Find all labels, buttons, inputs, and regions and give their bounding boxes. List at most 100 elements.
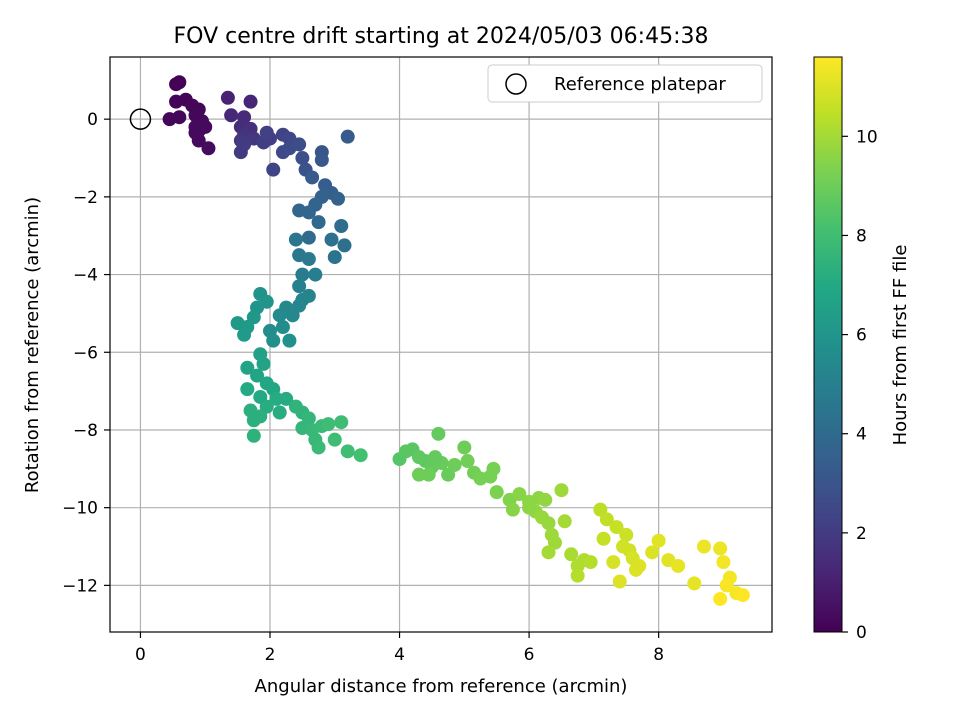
data-point bbox=[583, 555, 598, 570]
data-point bbox=[645, 545, 660, 560]
data-point bbox=[321, 417, 336, 432]
colorbar: 0 2 4 6 8 10 Hours from first FF file bbox=[813, 56, 911, 643]
x-axis-label: Angular distance from reference (arcmin) bbox=[255, 676, 628, 697]
data-point bbox=[512, 487, 527, 502]
data-point bbox=[538, 492, 553, 507]
data-point bbox=[671, 558, 686, 573]
data-point bbox=[460, 454, 475, 469]
y-tick-label: −12 bbox=[62, 576, 98, 596]
data-point bbox=[162, 112, 177, 127]
data-point bbox=[713, 541, 728, 556]
data-point bbox=[301, 411, 316, 426]
data-point bbox=[612, 574, 627, 589]
data-point bbox=[272, 308, 287, 323]
y-tick-label: 0 bbox=[87, 110, 98, 130]
chart-title: FOV centre drift starting at 2024/05/03 … bbox=[174, 24, 709, 49]
data-point bbox=[246, 413, 261, 428]
y-tick-label: −6 bbox=[73, 343, 98, 363]
data-point bbox=[266, 162, 281, 177]
data-point bbox=[557, 514, 572, 529]
data-point bbox=[233, 145, 248, 160]
data-point bbox=[719, 578, 734, 593]
data-point bbox=[314, 152, 329, 167]
data-point bbox=[292, 203, 307, 218]
data-point bbox=[285, 308, 300, 323]
data-point bbox=[240, 382, 255, 397]
data-point bbox=[541, 516, 556, 531]
x-axis-ticks: 0 2 4 6 8 bbox=[135, 632, 664, 665]
legend: Reference platepar bbox=[487, 64, 763, 103]
data-point bbox=[628, 562, 643, 577]
x-tick-label: 4 bbox=[394, 645, 405, 665]
y-axis-ticks: 0 −2 −4 −6 −8 −10 −12 bbox=[62, 110, 110, 596]
data-point bbox=[687, 576, 702, 591]
data-point bbox=[334, 219, 349, 234]
reference-marker bbox=[129, 108, 152, 130]
data-point bbox=[292, 279, 307, 294]
plot-frame bbox=[109, 56, 773, 633]
colorbar-tick-label: 2 bbox=[856, 524, 867, 544]
colorbar-tick-label: 4 bbox=[856, 425, 867, 445]
data-point bbox=[201, 141, 216, 156]
x-tick-label: 8 bbox=[653, 645, 664, 665]
y-tick-label: −10 bbox=[62, 499, 98, 519]
data-point bbox=[619, 527, 634, 542]
data-point bbox=[651, 533, 666, 548]
data-point bbox=[240, 360, 255, 375]
x-tick-label: 6 bbox=[524, 645, 535, 665]
data-point bbox=[735, 588, 750, 603]
data-point bbox=[486, 461, 501, 476]
data-point bbox=[191, 133, 206, 148]
colorbar-tick-label: 6 bbox=[856, 326, 867, 346]
data-point bbox=[256, 356, 271, 371]
data-point bbox=[301, 288, 316, 303]
data-point bbox=[220, 90, 235, 105]
data-point bbox=[570, 568, 585, 583]
data-point bbox=[198, 119, 213, 134]
data-point bbox=[266, 333, 281, 348]
colorbar-tick-label: 8 bbox=[856, 226, 867, 246]
data-point bbox=[609, 520, 624, 535]
data-point bbox=[606, 555, 621, 570]
y-tick-label: −2 bbox=[73, 188, 98, 208]
data-point bbox=[421, 467, 436, 482]
data-point bbox=[554, 483, 569, 498]
data-point bbox=[311, 440, 326, 455]
data-point bbox=[337, 238, 352, 253]
data-point bbox=[489, 485, 504, 500]
data-point bbox=[340, 444, 355, 459]
data-point bbox=[224, 108, 239, 123]
data-point bbox=[353, 448, 368, 463]
data-point bbox=[243, 94, 258, 109]
data-point bbox=[188, 119, 203, 134]
colorbar-ticks: 0 2 4 6 8 10 bbox=[842, 127, 878, 643]
colorbar-tick-label: 10 bbox=[856, 127, 878, 147]
data-point bbox=[713, 591, 728, 606]
data-point bbox=[505, 502, 520, 517]
legend-label: Reference platepar bbox=[554, 74, 726, 95]
data-point bbox=[541, 545, 556, 560]
legend-marker bbox=[505, 73, 527, 95]
data-point bbox=[292, 137, 307, 152]
data-point bbox=[308, 267, 323, 282]
data-point bbox=[295, 267, 310, 282]
data-point bbox=[272, 405, 287, 420]
data-point bbox=[282, 333, 297, 348]
data-point bbox=[696, 539, 711, 554]
data-point bbox=[301, 252, 316, 267]
colorbar-label: Hours from first FF file bbox=[890, 245, 911, 446]
data-point bbox=[275, 320, 290, 335]
data-point bbox=[457, 440, 472, 455]
data-point bbox=[288, 232, 303, 247]
data-point bbox=[250, 368, 265, 383]
data-point bbox=[334, 415, 349, 430]
data-point bbox=[331, 191, 346, 206]
data-point bbox=[522, 500, 537, 515]
colorbar-gradient bbox=[813, 56, 843, 633]
y-tick-label: −8 bbox=[73, 421, 98, 441]
data-point bbox=[259, 125, 274, 140]
y-axis-label: Rotation from reference (arcmin) bbox=[22, 197, 43, 493]
data-point bbox=[596, 531, 611, 546]
data-point bbox=[447, 457, 462, 472]
